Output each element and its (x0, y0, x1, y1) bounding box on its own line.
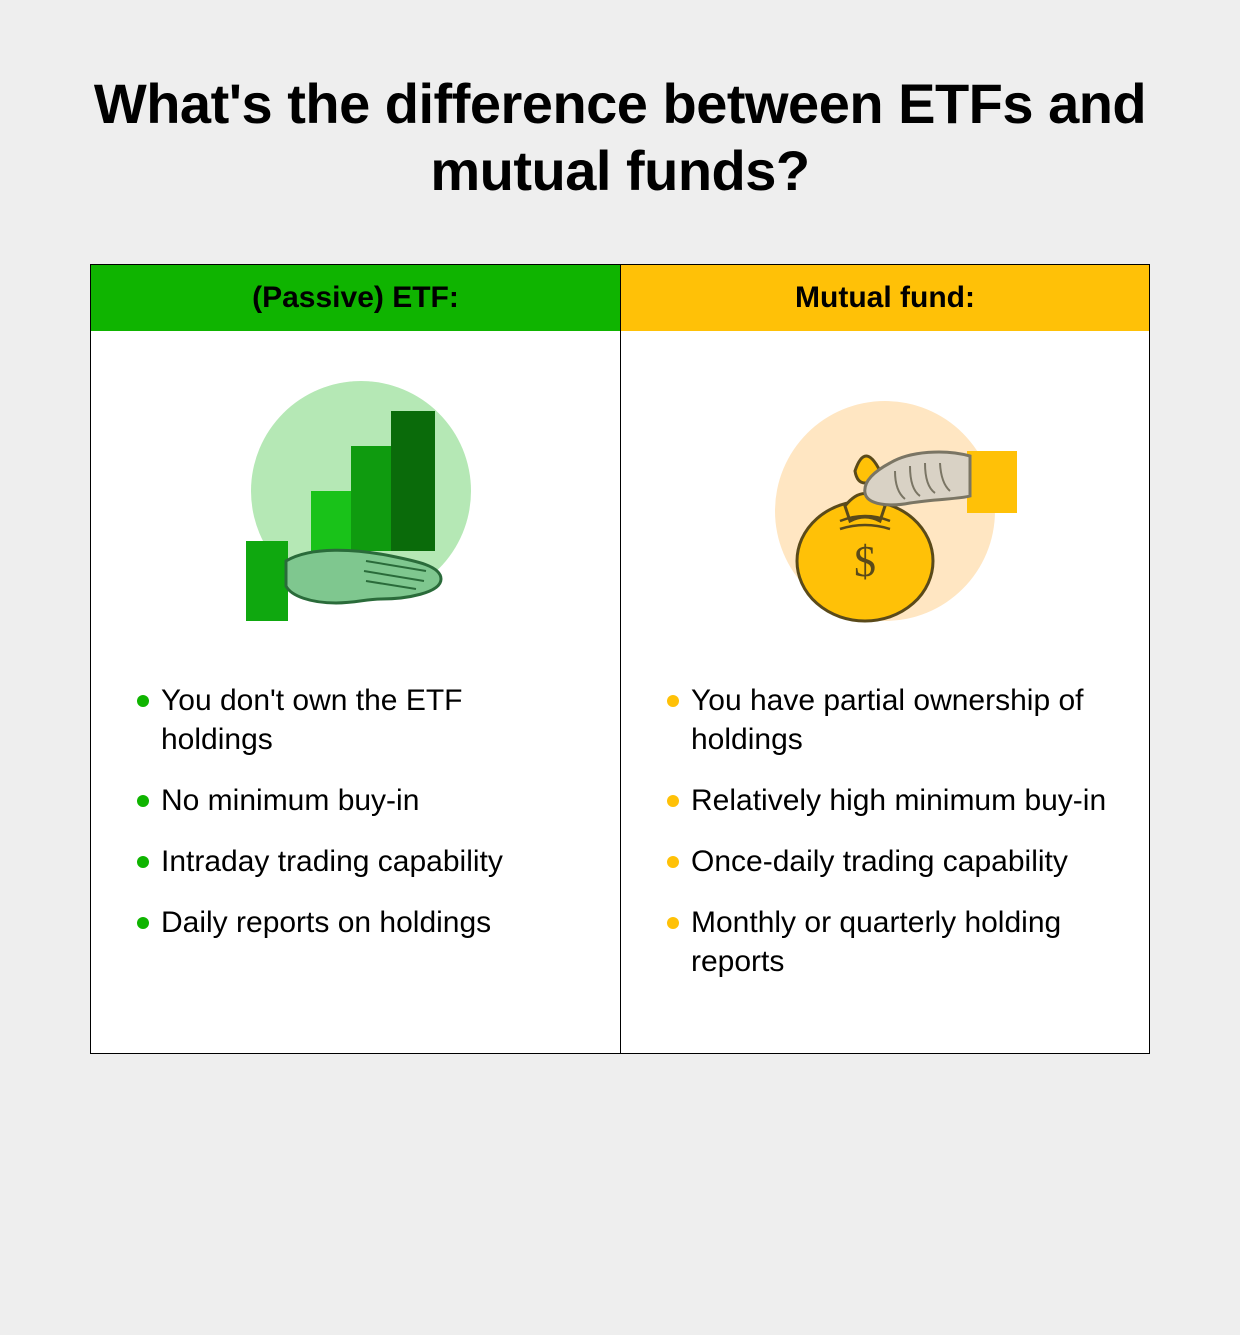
illustration-mutual: $ (661, 371, 1109, 641)
point-item: Intraday trading capability (131, 842, 580, 881)
column-body-etf: You don't own the ETF holdings No minimum… (91, 331, 620, 1053)
column-etf: (Passive) ETF: You don't own the ETF (91, 265, 620, 1053)
column-header-mutual: Mutual fund: (621, 265, 1149, 331)
point-item: No minimum buy-in (131, 781, 580, 820)
svg-text:$: $ (854, 537, 876, 586)
point-item: You don't own the ETF holdings (131, 681, 580, 759)
comparison-table: (Passive) ETF: You don't own the ETF (90, 264, 1150, 1054)
points-list-mutual: You have partial ownership of holdings Re… (661, 681, 1109, 981)
column-header-etf: (Passive) ETF: (91, 265, 620, 331)
points-list-etf: You don't own the ETF holdings No minimum… (131, 681, 580, 942)
column-mutual: Mutual fund: $ (620, 265, 1149, 1053)
point-item: Once-daily trading capability (661, 842, 1109, 881)
column-body-mutual: $ You have partial ownership of holdings… (621, 331, 1149, 1053)
page-title: What's the difference between ETFs and m… (90, 70, 1150, 204)
point-item: Daily reports on holdings (131, 903, 580, 942)
bar-chart-hand-icon (216, 371, 496, 641)
illustration-etf (131, 371, 580, 641)
point-item: You have partial ownership of holdings (661, 681, 1109, 759)
point-item: Relatively high minimum buy-in (661, 781, 1109, 820)
money-bag-hand-icon: $ (745, 371, 1025, 641)
point-item: Monthly or quarterly holding reports (661, 903, 1109, 981)
